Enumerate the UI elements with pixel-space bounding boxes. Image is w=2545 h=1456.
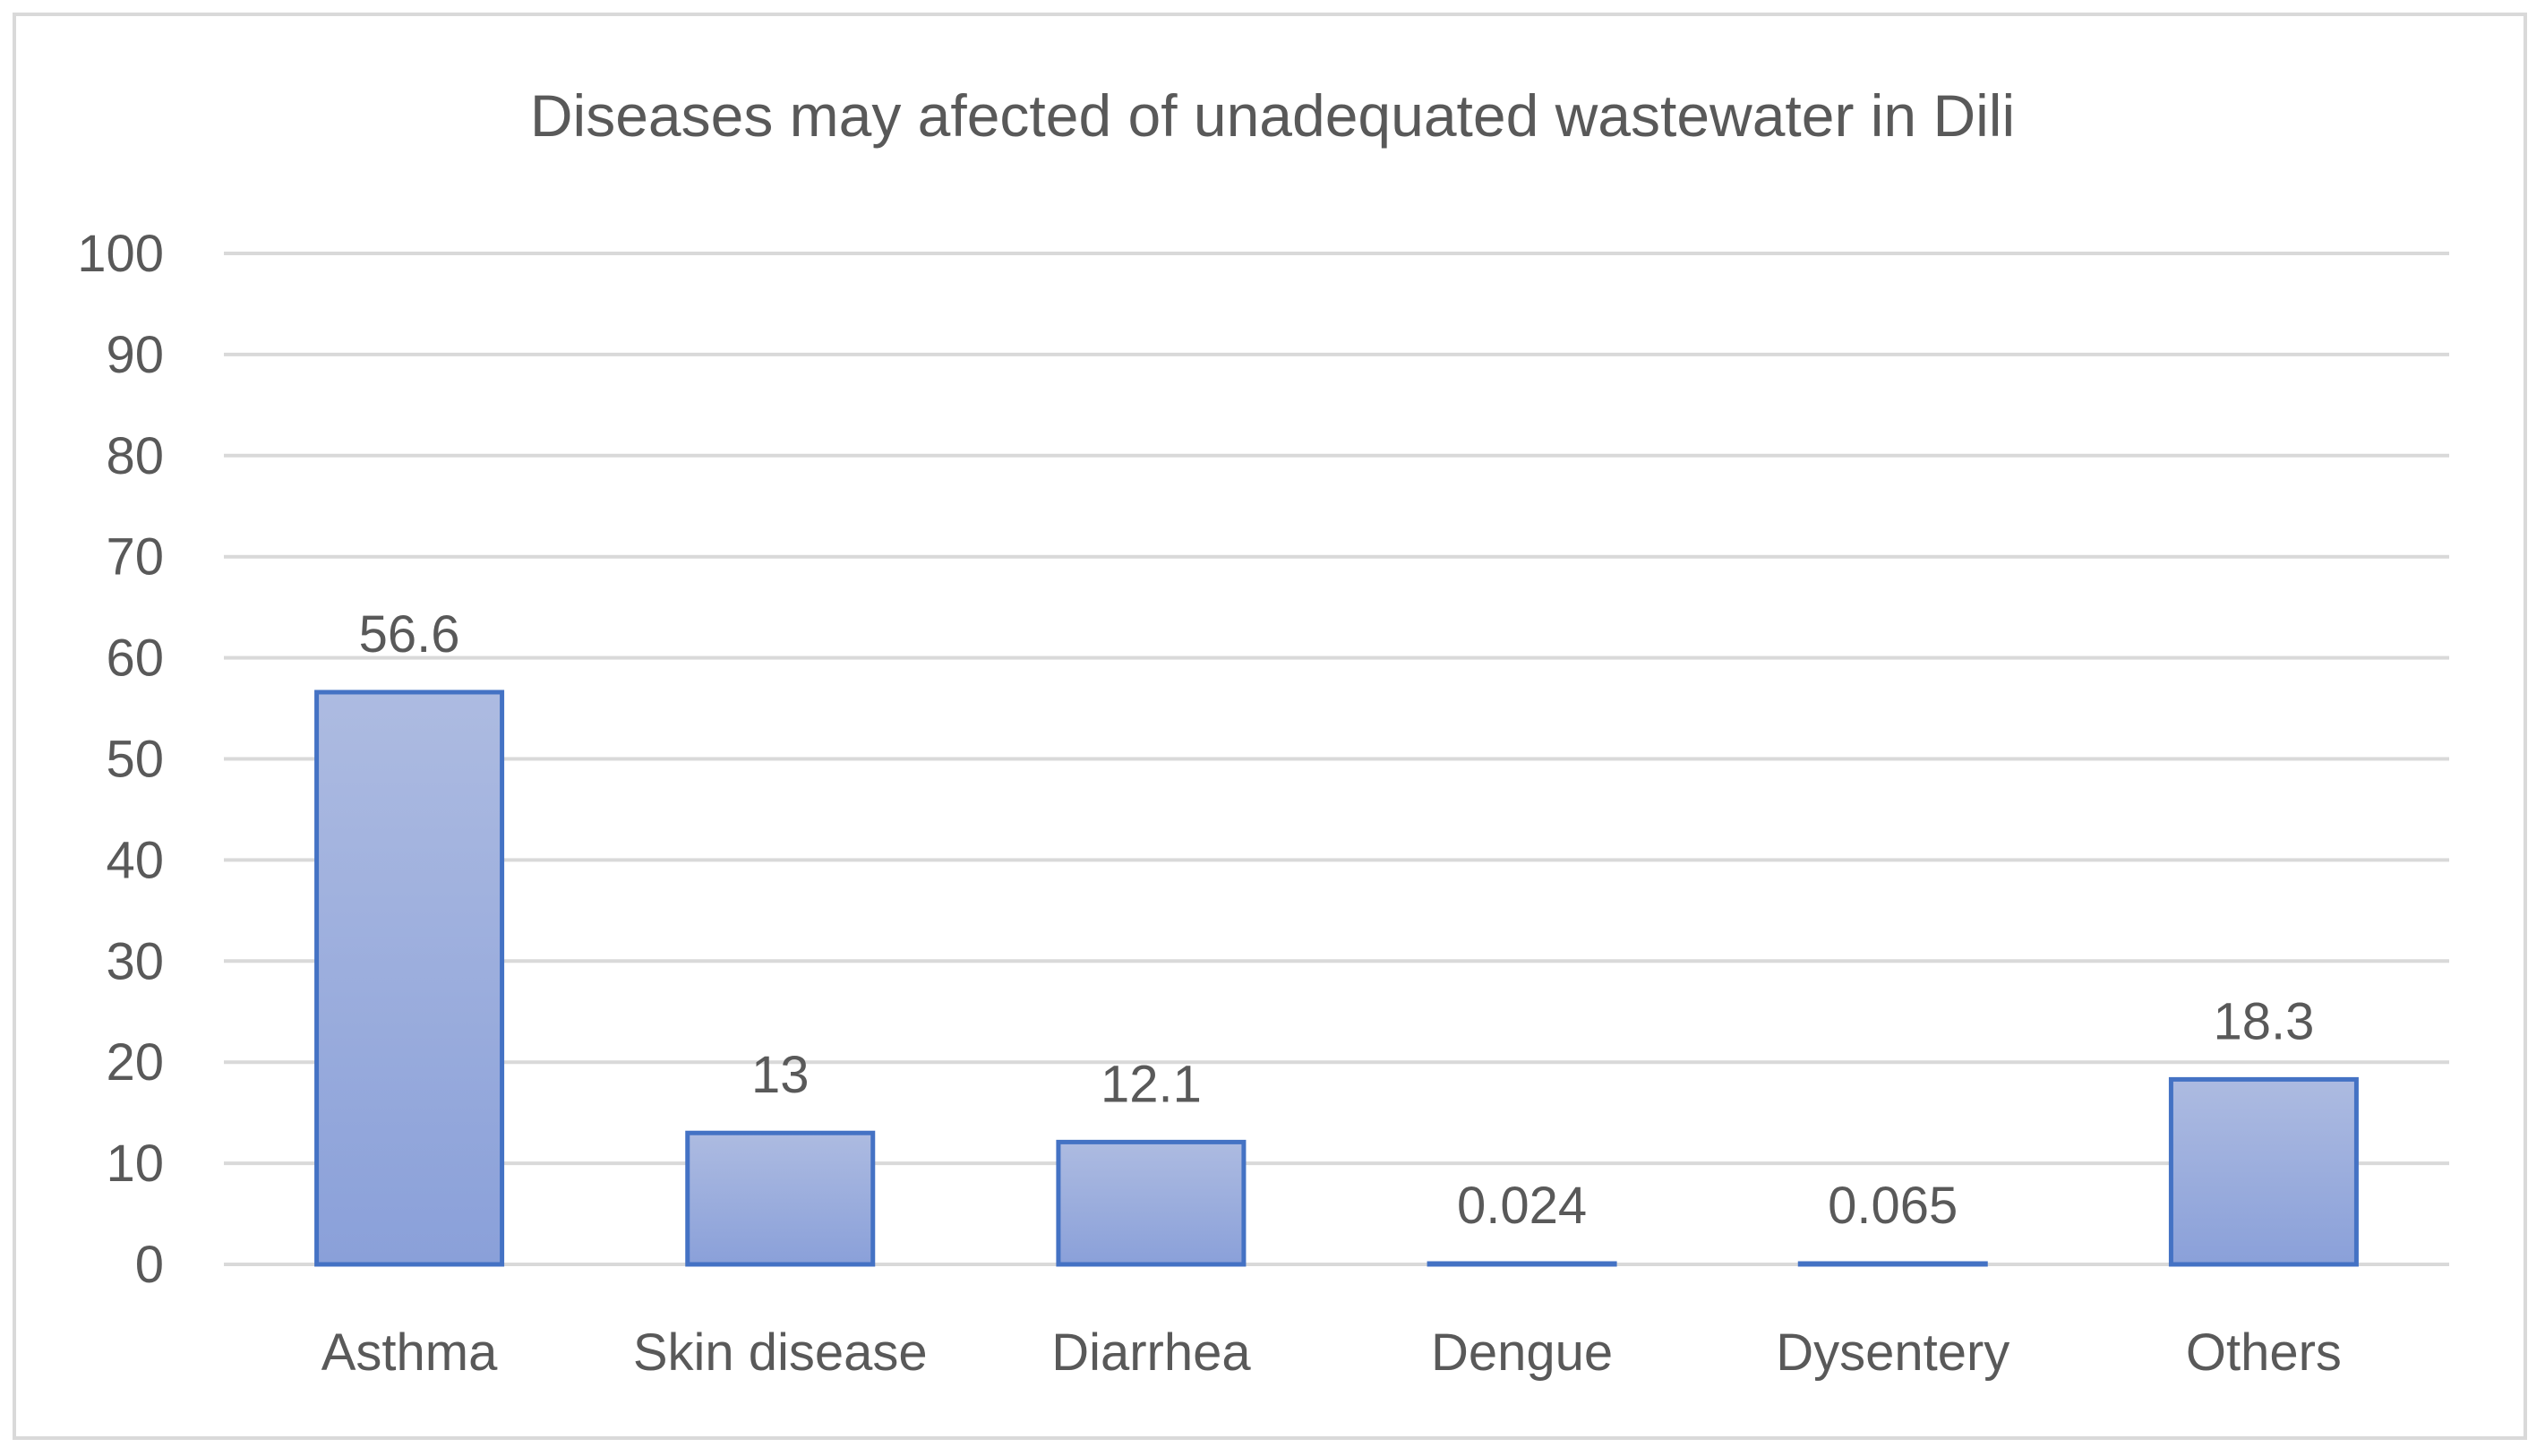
- bar-others: [2168, 1076, 2359, 1267]
- data-label: 13: [751, 1046, 810, 1104]
- bar-skin-disease: [685, 1130, 876, 1267]
- data-label: 56.6: [359, 605, 460, 664]
- category-label: Asthma: [321, 1323, 498, 1382]
- data-label: 0.065: [1828, 1177, 1958, 1235]
- bar-asthma: [314, 689, 505, 1267]
- bar-diarrhea: [1056, 1139, 1247, 1267]
- y-tick-label: 20: [106, 1033, 164, 1092]
- category-label: Skin disease: [633, 1323, 928, 1382]
- data-label: 0.024: [1457, 1177, 1587, 1235]
- y-axis-ticks: 0 10 20 30 40 50 60 70 80 90 100: [77, 225, 164, 1294]
- y-tick-label: 70: [106, 528, 164, 587]
- y-tick-label: 10: [106, 1135, 164, 1193]
- category-label: Others: [2186, 1323, 2342, 1382]
- y-tick-label: 90: [106, 326, 164, 384]
- y-tick-label: 80: [106, 427, 164, 485]
- category-label: Dysentery: [1776, 1323, 2009, 1382]
- data-label: 12.1: [1101, 1055, 1202, 1113]
- bars: [314, 689, 2359, 1267]
- y-tick-label: 60: [106, 630, 164, 688]
- y-tick-label: 30: [106, 932, 164, 990]
- chart-title: Diseases may afected of unadequated wast…: [530, 82, 2015, 149]
- y-tick-label: 40: [106, 831, 164, 889]
- data-label: 18.3: [2213, 992, 2314, 1050]
- category-label: Diarrhea: [1051, 1323, 1251, 1382]
- category-label: Dengue: [1431, 1323, 1613, 1382]
- gridlines: [224, 252, 2449, 1266]
- bar-dengue: [1427, 1261, 1617, 1267]
- x-axis-categories: Asthma Skin disease Diarrhea Dengue Dysenter…: [321, 1323, 2342, 1382]
- y-tick-label: 0: [135, 1236, 164, 1294]
- bar-dysentery: [1797, 1261, 1988, 1267]
- y-tick-label: 50: [106, 731, 164, 789]
- y-tick-label: 100: [77, 225, 164, 283]
- data-labels: 56.6 13 12.1 0.024 0.065 18.3: [359, 605, 2315, 1235]
